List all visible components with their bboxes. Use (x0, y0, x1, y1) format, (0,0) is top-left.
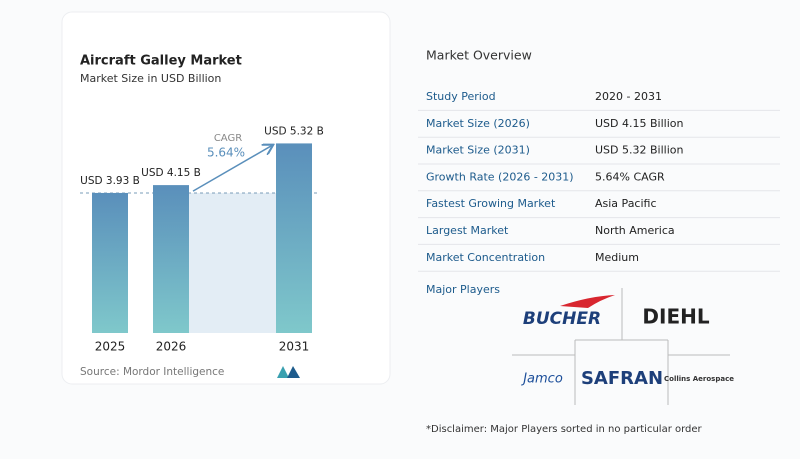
players-title: Major Players (426, 283, 500, 296)
overview-title: Market Overview (426, 48, 532, 63)
value-label: USD 4.15 B (141, 167, 201, 179)
value-label: USD 3.93 B (80, 175, 140, 187)
cagr-area (189, 192, 276, 333)
player-logo: SAFRAN (581, 368, 663, 389)
row-value: 2020 - 2031 (595, 90, 662, 103)
row-value: USD 5.32 Billion (595, 144, 683, 157)
annotation: 5.64% (207, 146, 245, 160)
bar (276, 143, 312, 333)
bar (92, 192, 128, 333)
source: Source: Mordor Intelligence (80, 366, 224, 378)
row-value: 5.64% CAGR (595, 170, 665, 183)
row-label: Market Concentration (426, 251, 545, 264)
disclaimer: *Disclaimer: Major Players sorted in no … (426, 424, 703, 435)
bucher-swoosh (560, 295, 615, 308)
row-label: Largest Market (426, 224, 509, 237)
x-tick-label: 2025 (95, 340, 126, 354)
row-label: Market Size (2026) (426, 117, 530, 130)
row-value: USD 4.15 Billion (595, 117, 683, 130)
bar (153, 185, 189, 333)
player-logo: BUCHER (523, 309, 601, 329)
annotation: CAGR (214, 133, 242, 144)
row-label: Growth Rate (2026 - 2031) (426, 170, 574, 183)
chart-title: Aircraft Galley Market (80, 54, 242, 69)
player-logo: Jamco (520, 372, 563, 387)
source-logo (277, 366, 300, 378)
x-tick-label: 2026 (156, 340, 187, 354)
value-label: USD 5.32 B (264, 125, 324, 137)
row-value: Medium (595, 251, 639, 264)
player-logo: Collins Aerospace (664, 375, 734, 383)
row-value: Asia Pacific (595, 197, 657, 210)
row-label: Study Period (426, 90, 496, 103)
chart-subtitle: Market Size in USD Billion (80, 72, 221, 85)
x-tick-label: 2031 (279, 340, 310, 354)
row-label: Market Size (2031) (426, 144, 530, 157)
players-grid (512, 288, 730, 405)
row-value: North America (595, 224, 675, 237)
cagr-arrow (192, 145, 272, 192)
row-label: Fastest Growing Market (426, 197, 556, 210)
player-logo: DIEHL (642, 305, 709, 329)
